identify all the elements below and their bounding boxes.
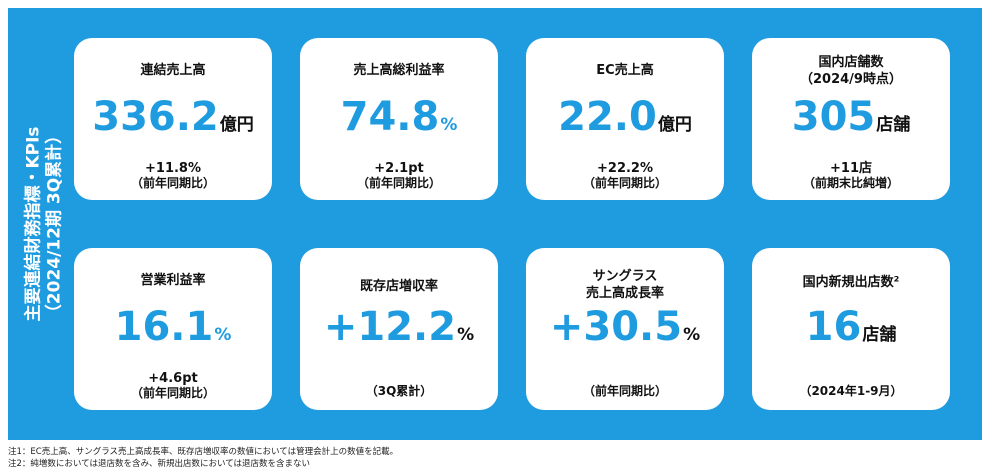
- kpi-card-gross-margin: 売上高総利益率 74.8% +2.1pt （前年同期比）: [300, 38, 498, 200]
- kpi-card-existing-store-growth: 既存店増収率 +12.2% （3Q累計）: [300, 248, 498, 410]
- kpi-card-consolidated-sales: 連結売上高 336.2億円 +11.8% （前年同期比）: [74, 38, 272, 200]
- kpi-value: 74.8%: [340, 94, 458, 140]
- kpi-value: +12.2%: [323, 304, 475, 350]
- footnote-1: 注1：EC売上高、サングラス売上高成長率、既存店増収率の数値においては管理会計上…: [8, 447, 399, 457]
- footnotes: 注1：EC売上高、サングラス売上高成長率、既存店増収率の数値においては管理会計上…: [8, 446, 398, 470]
- kpi-unit: 店舗: [876, 115, 911, 135]
- kpi-card-operating-margin: 営業利益率 16.1% +4.6pt （前年同期比）: [74, 248, 272, 410]
- kpi-label: 営業利益率: [140, 273, 206, 288]
- kpi-card-domestic-stores: 国内店舗数 （2024/9時点） 305店舗 +11店 （前期末比純増）: [752, 38, 950, 200]
- kpi-label-line2: 売上高成長率: [585, 286, 664, 301]
- kpi-label: 国内店舗数: [818, 55, 884, 70]
- kpi-label: 売上高総利益率: [353, 63, 445, 78]
- kpi-label: サングラス: [592, 269, 658, 284]
- side-title-period: （2024/12期 3Q累計）: [45, 126, 66, 322]
- kpi-label: EC売上高: [596, 63, 654, 78]
- kpi-card-ec-sales: EC売上高 22.0億円 +22.2% （前年同期比）: [526, 38, 724, 200]
- kpi-unit: 店舗: [862, 325, 897, 345]
- kpi-unit: %: [683, 325, 701, 345]
- kpi-change: +11店 （前期末比純増）: [802, 161, 899, 190]
- kpi-label: 国内新規出店数²: [802, 275, 900, 290]
- kpi-unit: 億円: [657, 115, 692, 135]
- kpi-value: 16.1%: [114, 304, 232, 350]
- kpi-unit: %: [440, 115, 458, 135]
- kpi-value: +30.5%: [549, 304, 701, 350]
- kpi-note: （2024年1-9月）: [799, 384, 903, 398]
- kpi-change: +2.1pt （前年同期比）: [356, 161, 441, 190]
- kpi-value: 305店舗: [791, 94, 911, 140]
- kpi-label: 連結売上高: [140, 63, 206, 78]
- kpi-value: 336.2億円: [92, 94, 254, 140]
- kpi-change: +4.6pt （前年同期比）: [130, 371, 215, 400]
- kpi-card-sunglasses-growth: サングラス 売上高成長率 +30.5% （前年同期比）: [526, 248, 724, 410]
- kpi-value: 16店舗: [805, 304, 897, 350]
- kpi-label: 既存店増収率: [359, 279, 438, 294]
- kpi-change: +11.8% （前年同期比）: [130, 161, 215, 190]
- kpi-unit: %: [457, 325, 475, 345]
- kpi-unit: 億円: [219, 115, 254, 135]
- kpi-panel: 主要連結財務指標・KPIs （2024/12期 3Q累計） 連結売上高 336.…: [8, 8, 982, 440]
- kpi-card-new-stores: 国内新規出店数² 16店舗 （2024年1-9月）: [752, 248, 950, 410]
- side-title: 主要連結財務指標・KPIs （2024/12期 3Q累計）: [20, 8, 70, 440]
- kpi-note: （前年同期比）: [582, 384, 667, 398]
- kpi-note: （3Q累計）: [365, 384, 433, 398]
- kpi-change: +22.2% （前年同期比）: [582, 161, 667, 190]
- footnote-2: 注2：純増数においては退店数を含み、新規出店数においては退店数を含まない: [8, 459, 311, 469]
- side-title-main: 主要連結財務指標・KPIs: [24, 126, 45, 322]
- kpi-value: 22.0億円: [558, 94, 692, 140]
- kpi-label-date: （2024/9時点）: [800, 72, 902, 87]
- kpi-unit: %: [214, 325, 232, 345]
